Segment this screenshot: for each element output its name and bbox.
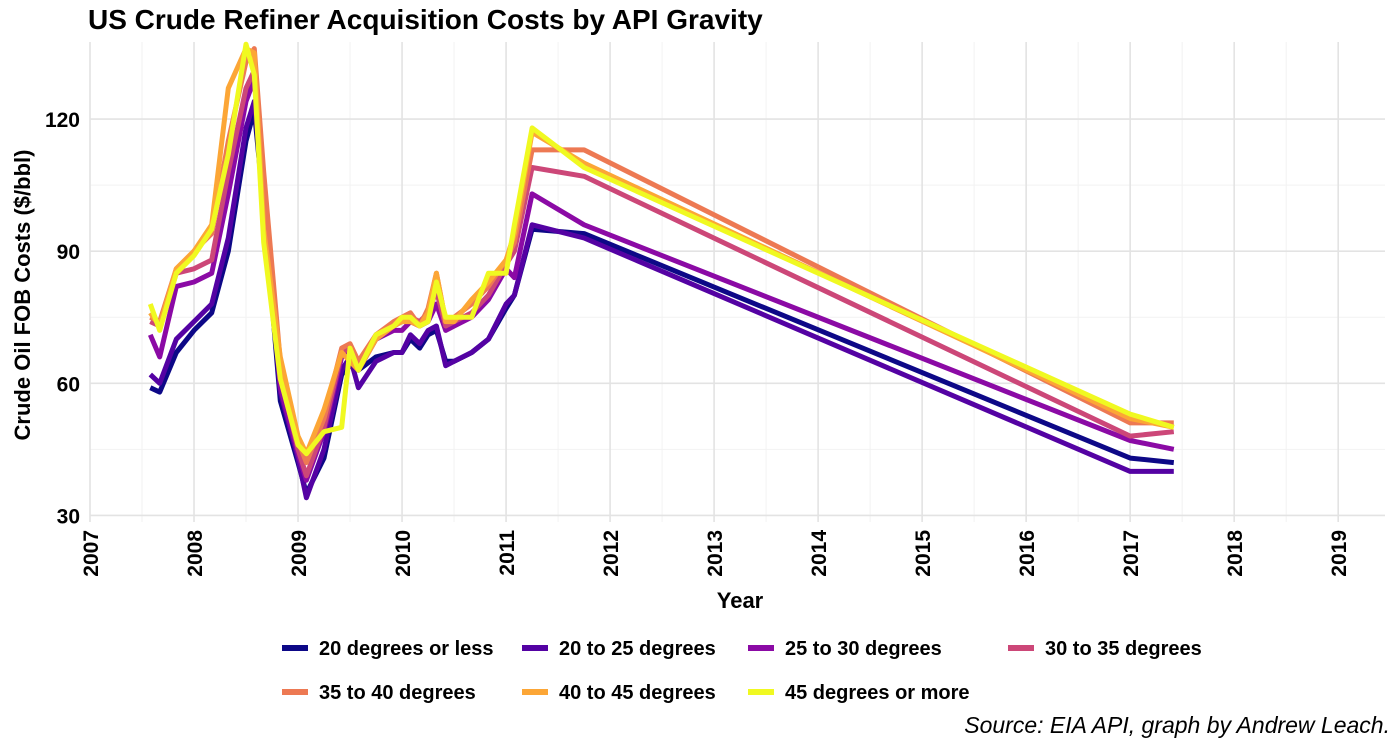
series-layer (147, 41, 1175, 501)
x-tick-label: 2017 (1120, 530, 1143, 577)
x-tick-label: 2015 (912, 530, 935, 577)
legend: 20 degrees or less 20 to 25 degrees 25 to … (282, 638, 1202, 704)
x-tick-label: 2007 (80, 530, 103, 577)
chart-title: US Crude Refiner Acquisition Costs by AP… (88, 4, 763, 35)
grid-layer (89, 42, 1385, 522)
legend-item: 35 to 40 degrees (282, 682, 476, 704)
legend-label: 20 degrees or less (319, 638, 494, 660)
legend-label: 45 degrees or more (785, 682, 970, 704)
legend-item: 30 to 35 degrees (1008, 638, 1202, 660)
y-tick-label: 60 (57, 373, 80, 396)
line-chart: 2007 2008 2009 2010 2011 2012 2013 2014 2015 2016… (10, 41, 1385, 704)
x-tick-label: 2014 (808, 530, 831, 577)
series-line (147, 41, 1175, 457)
x-tick-label: 2011 (496, 530, 519, 576)
legend-label: 40 to 45 degrees (559, 682, 716, 704)
tick-layer: 2007 2008 2009 2010 2011 2012 2013 2014 2015 2016… (45, 109, 1351, 577)
x-tick-label: 2013 (704, 530, 727, 577)
legend-item: 45 degrees or more (748, 682, 970, 704)
x-tick-label: 2010 (392, 530, 415, 577)
x-tick-label: 2019 (1328, 530, 1351, 577)
legend-label: 20 to 25 degrees (559, 638, 716, 660)
legend-item: 25 to 30 degrees (748, 638, 942, 660)
legend-item: 40 to 45 degrees (522, 682, 716, 704)
legend-label: 25 to 30 degrees (785, 638, 942, 660)
y-tick-label: 120 (45, 109, 80, 132)
legend-item: 20 degrees or less (282, 638, 494, 660)
legend-label: 30 to 35 degrees (1045, 638, 1202, 660)
legend-label: 35 to 40 degrees (319, 682, 476, 704)
x-tick-label: 2012 (600, 530, 623, 577)
y-tick-label: 30 (57, 505, 80, 528)
source-caption: Source: EIA API, graph by Andrew Leach. (964, 712, 1390, 738)
x-tick-label: 2008 (184, 530, 207, 577)
y-tick-label: 90 (57, 241, 80, 264)
y-axis-title: Crude Oil FOB Costs ($/bbl) (10, 150, 35, 441)
x-tick-label: 2016 (1016, 530, 1039, 577)
x-tick-label: 2018 (1224, 530, 1247, 577)
legend-item: 20 to 25 degrees (522, 638, 716, 660)
x-tick-label: 2009 (288, 530, 311, 577)
x-axis-title: Year (717, 588, 764, 613)
series-line (148, 98, 1174, 501)
